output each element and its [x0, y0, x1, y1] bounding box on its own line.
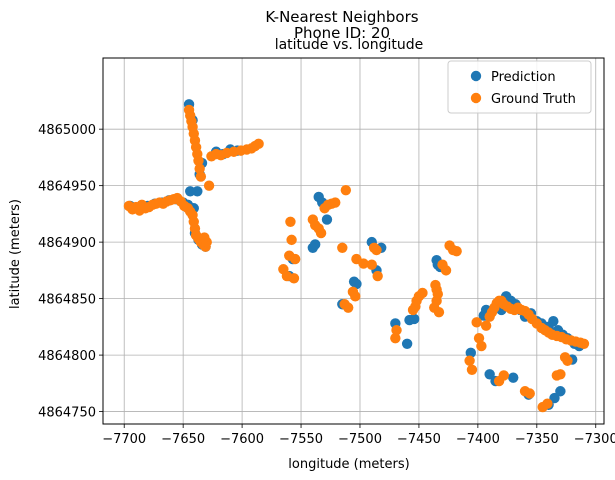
- data-point: [524, 388, 535, 399]
- legend-marker-ground-truth: [470, 92, 482, 104]
- legend: Prediction Ground Truth: [447, 60, 592, 114]
- grid-lines: [103, 58, 604, 424]
- y-tick-label: 4865000: [38, 123, 96, 138]
- data-point: [551, 370, 563, 381]
- y-axis-ticks: 4864750 4864800 4864850 4864900 4864950 48650…: [38, 123, 103, 421]
- data-point: [337, 242, 348, 253]
- y-axis-label: latitude (meters): [8, 199, 23, 309]
- data-point: [465, 347, 476, 359]
- data-point: [330, 197, 341, 208]
- data-point: [203, 180, 215, 191]
- legend-box: [447, 60, 592, 114]
- data-point: [578, 338, 590, 349]
- data-point: [391, 325, 402, 336]
- x-tick-label: −7350: [515, 432, 559, 447]
- data-point: [555, 386, 566, 397]
- x-tick-label: −7600: [220, 432, 264, 447]
- x-tick-label: −7550: [279, 432, 323, 447]
- x-tick-label: −7500: [338, 432, 382, 447]
- data-point: [471, 317, 482, 328]
- x-tick-label: −7400: [456, 432, 500, 447]
- x-tick-label: −7650: [161, 432, 205, 447]
- data-point: [549, 392, 560, 404]
- data-point: [508, 372, 519, 383]
- data-point: [484, 369, 495, 380]
- x-tick-label: −7300: [574, 432, 615, 447]
- data-point: [195, 171, 207, 182]
- data-point: [409, 313, 420, 325]
- data-point: [476, 340, 487, 352]
- legend-label-ground-truth: Ground Truth: [491, 92, 576, 107]
- data-point: [493, 375, 505, 387]
- data-point: [286, 234, 297, 246]
- data-point: [417, 287, 428, 299]
- data-point: [289, 253, 301, 265]
- data-point: [199, 232, 210, 243]
- data-point: [285, 216, 296, 227]
- y-tick-label: 4864850: [38, 293, 96, 308]
- y-tick-label: 4864900: [38, 236, 96, 251]
- suptitle-line-1: K-Nearest Neighbors: [265, 8, 418, 26]
- data-point: [466, 364, 478, 375]
- data-point: [253, 138, 264, 150]
- legend-marker-prediction: [470, 70, 482, 82]
- data-point: [315, 227, 327, 239]
- data-point: [321, 214, 333, 225]
- data-point: [440, 265, 452, 276]
- data-point: [194, 163, 205, 174]
- data-point: [464, 355, 475, 366]
- x-axis-label: longitude (meters): [288, 457, 409, 472]
- data-point: [185, 186, 196, 197]
- suptitle-line-2: Phone ID: 20: [294, 24, 390, 42]
- data-point: [351, 278, 362, 290]
- data-point: [390, 332, 401, 344]
- data-point: [193, 155, 204, 166]
- data-point: [562, 355, 573, 366]
- data-point: [350, 291, 361, 302]
- data-point: [451, 245, 462, 257]
- data-point: [371, 244, 382, 256]
- data-point: [433, 306, 445, 318]
- plot-area-frame: [102, 57, 605, 425]
- data-point: [366, 259, 377, 270]
- y-tick-label: 4864950: [38, 180, 96, 195]
- legend-label-prediction: Prediction: [491, 70, 556, 85]
- data-point: [542, 398, 553, 409]
- data-point: [473, 332, 485, 344]
- data-point: [401, 338, 413, 349]
- data-point: [372, 270, 383, 282]
- x-axis-ticks: −7700 −7650 −7600 −7550 −7500 −7450 −7400 −7350…: [102, 424, 615, 447]
- y-tick-label: 4864750: [38, 406, 96, 421]
- x-tick-label: −7450: [397, 432, 441, 447]
- data-point: [342, 302, 354, 313]
- x-tick-label: −7700: [102, 432, 146, 447]
- data-point: [281, 270, 293, 282]
- chart-title: latitude vs. longitude: [275, 37, 424, 53]
- data-point: [309, 239, 321, 250]
- data-point: [340, 184, 352, 196]
- data-point: [480, 320, 492, 331]
- data-points: [123, 99, 590, 413]
- series-ground-truth: [123, 104, 590, 413]
- data-point: [358, 258, 369, 269]
- y-tick-label: 4864800: [38, 349, 96, 364]
- data-point: [548, 316, 559, 327]
